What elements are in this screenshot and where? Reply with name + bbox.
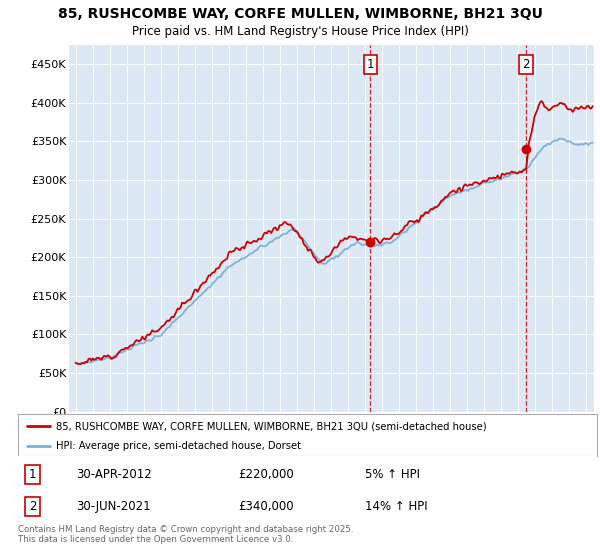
- Text: 30-APR-2012: 30-APR-2012: [76, 468, 152, 481]
- Text: 14% ↑ HPI: 14% ↑ HPI: [365, 500, 428, 513]
- Text: £220,000: £220,000: [238, 468, 294, 481]
- Text: 5% ↑ HPI: 5% ↑ HPI: [365, 468, 421, 481]
- Text: Contains HM Land Registry data © Crown copyright and database right 2025.
This d: Contains HM Land Registry data © Crown c…: [18, 525, 353, 544]
- Text: 85, RUSHCOMBE WAY, CORFE MULLEN, WIMBORNE, BH21 3QU: 85, RUSHCOMBE WAY, CORFE MULLEN, WIMBORN…: [58, 7, 542, 21]
- Text: £340,000: £340,000: [238, 500, 293, 513]
- Text: 2: 2: [29, 500, 36, 513]
- Text: 1: 1: [29, 468, 36, 481]
- Text: HPI: Average price, semi-detached house, Dorset: HPI: Average price, semi-detached house,…: [56, 441, 301, 451]
- Text: Price paid vs. HM Land Registry's House Price Index (HPI): Price paid vs. HM Land Registry's House …: [131, 25, 469, 38]
- Text: 2: 2: [522, 58, 530, 71]
- Text: 85, RUSHCOMBE WAY, CORFE MULLEN, WIMBORNE, BH21 3QU (semi-detached house): 85, RUSHCOMBE WAY, CORFE MULLEN, WIMBORN…: [56, 421, 486, 431]
- Text: 30-JUN-2021: 30-JUN-2021: [76, 500, 151, 513]
- Text: 1: 1: [367, 58, 374, 71]
